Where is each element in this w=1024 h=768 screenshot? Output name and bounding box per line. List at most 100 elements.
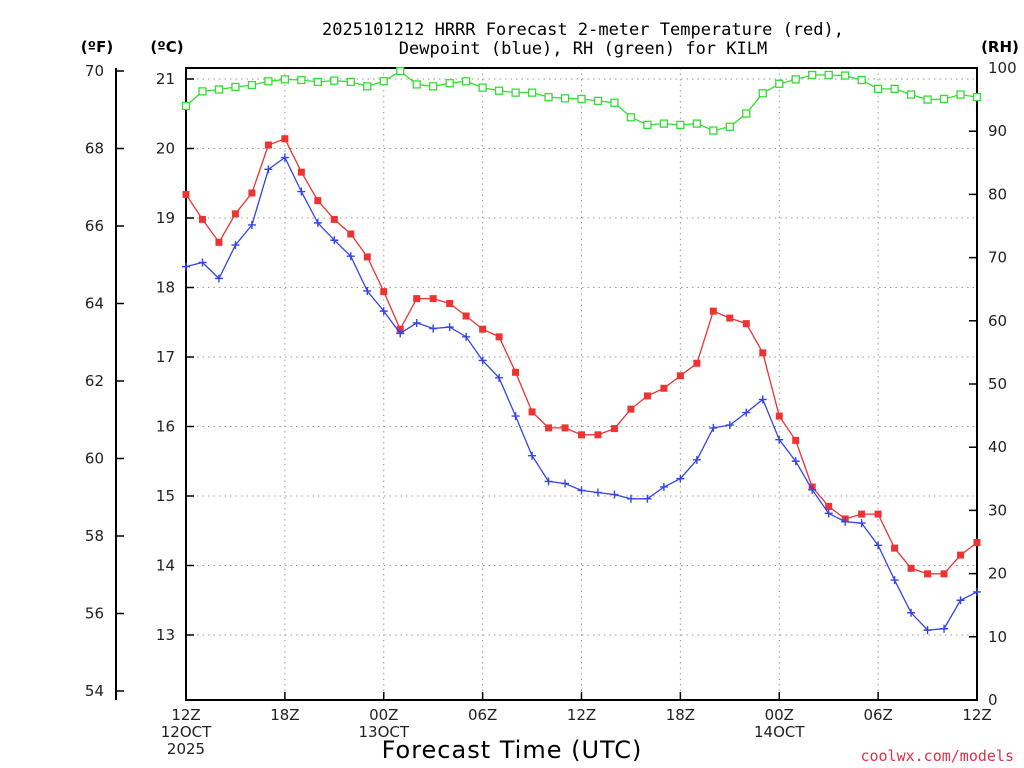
temperature-point — [957, 551, 965, 559]
temperature-point — [413, 295, 421, 303]
dewpoint-point — [561, 479, 570, 488]
dewpoint-point — [198, 258, 207, 267]
rh-point — [478, 83, 487, 92]
time-tick-label: 12OCT — [161, 723, 212, 741]
temperature-point — [264, 141, 272, 149]
rh-point — [181, 101, 191, 111]
temperature-point — [182, 190, 190, 198]
celsius-tick-label: 19 — [156, 209, 175, 227]
temperature-point — [363, 253, 371, 261]
chart-title: 2025101212 HRRR Forecast 2-meter Tempera… — [322, 20, 844, 59]
dewpoint-point — [791, 457, 800, 466]
fahrenheit-unit-label: (ºF) — [81, 38, 113, 56]
celsius-tick-label: 18 — [156, 279, 175, 297]
rh-tick-label: 60 — [988, 312, 1007, 330]
dewpoint-point — [808, 485, 817, 494]
dewpoint-point — [841, 517, 850, 526]
chart-title-line-1: 2025101212 HRRR Forecast 2-meter Tempera… — [322, 20, 844, 40]
time-tick-label: 18Z — [270, 706, 299, 724]
grid-lines — [186, 68, 977, 700]
dewpoint-point — [824, 509, 833, 518]
temperature-point — [347, 230, 355, 238]
rh-point — [396, 67, 405, 76]
celsius-tick-label: 20 — [156, 140, 175, 158]
dewpoint-point — [923, 626, 932, 635]
rh-tick-label: 10 — [988, 628, 1007, 646]
dewpoint-point — [412, 318, 421, 327]
dewpoint-point — [182, 262, 190, 271]
time-tick-label: 06Z — [863, 706, 892, 724]
rh-point — [626, 113, 636, 122]
rh-tick-label: 0 — [988, 691, 998, 709]
rh-point — [379, 77, 388, 86]
temperature-point — [512, 368, 520, 376]
temperature-point — [248, 189, 256, 197]
rh-point — [346, 77, 355, 87]
temperature-point — [314, 197, 322, 205]
dewpoint-point — [659, 482, 668, 491]
rh-point — [692, 119, 702, 128]
data-series — [181, 67, 982, 635]
time-tick-label: 12Z — [962, 706, 991, 724]
dewpoint-point — [478, 356, 487, 365]
rh-point — [544, 92, 553, 102]
rh-point — [906, 90, 916, 99]
fahrenheit-tick-label: 66 — [85, 217, 104, 235]
fahrenheit-tick-label: 56 — [85, 605, 104, 623]
temperature-point — [594, 431, 602, 439]
temperature-point — [907, 564, 915, 572]
temperature-point — [561, 424, 569, 432]
rh-point — [297, 75, 306, 85]
rh-point — [429, 82, 438, 91]
dewpoint-point — [626, 494, 635, 503]
rh-point — [527, 88, 537, 97]
time-tick-label: 00Z — [765, 706, 794, 724]
dewpoint-point — [297, 187, 306, 196]
rh-point — [956, 90, 965, 99]
temperature-point — [726, 314, 734, 322]
temperature-point — [742, 320, 750, 328]
rh-point — [972, 92, 982, 102]
fahrenheit-tick-label: 64 — [85, 295, 104, 313]
rh-point — [231, 82, 240, 92]
temperature-point — [495, 333, 503, 341]
temperature-point — [891, 544, 899, 552]
time-tick-label: 14OCT — [754, 723, 805, 741]
rh-point — [461, 77, 471, 86]
temperature-point — [198, 215, 206, 223]
temperature-point — [759, 349, 767, 357]
temperature-point — [446, 299, 454, 307]
temperature-point — [627, 405, 635, 413]
dewpoint-point — [725, 421, 734, 430]
rh-point — [775, 79, 784, 88]
dewpoint-point — [709, 423, 718, 432]
temperature-point — [462, 312, 470, 320]
rh-point — [643, 120, 652, 130]
dewpoint-point — [890, 576, 899, 585]
dewpoint-point — [462, 332, 471, 341]
rh-point — [560, 94, 570, 103]
rh-point — [247, 80, 257, 90]
temperature-point — [858, 510, 866, 518]
time-tick-label: 00Z — [369, 706, 398, 724]
dewpoint-point — [577, 486, 586, 495]
rh-point — [445, 79, 454, 88]
rh-point — [198, 87, 207, 96]
temperature-point — [693, 359, 701, 367]
axes: 54 56 58 60 62 64 66 68 70 13 14 15 16 17 18 19 20 21 0 10 2… — [85, 59, 1017, 758]
celsius-tick-label: 13 — [156, 626, 175, 644]
time-tick-label: 13OCT — [358, 723, 409, 741]
dewpoint-point — [874, 541, 883, 550]
temperature-point — [924, 570, 932, 578]
temperature-point — [479, 325, 487, 333]
dewpoint-point — [940, 624, 949, 633]
rh-unit-label: (RH) — [981, 38, 1019, 56]
rh-point — [511, 88, 520, 97]
celsius-unit-label: (ºC) — [150, 38, 183, 56]
rh-point — [923, 95, 932, 104]
rh-point — [939, 94, 949, 104]
dewpoint-point — [610, 490, 619, 499]
rh-point — [709, 126, 718, 135]
rh-point — [659, 119, 669, 128]
dewpoint-point — [528, 451, 537, 460]
